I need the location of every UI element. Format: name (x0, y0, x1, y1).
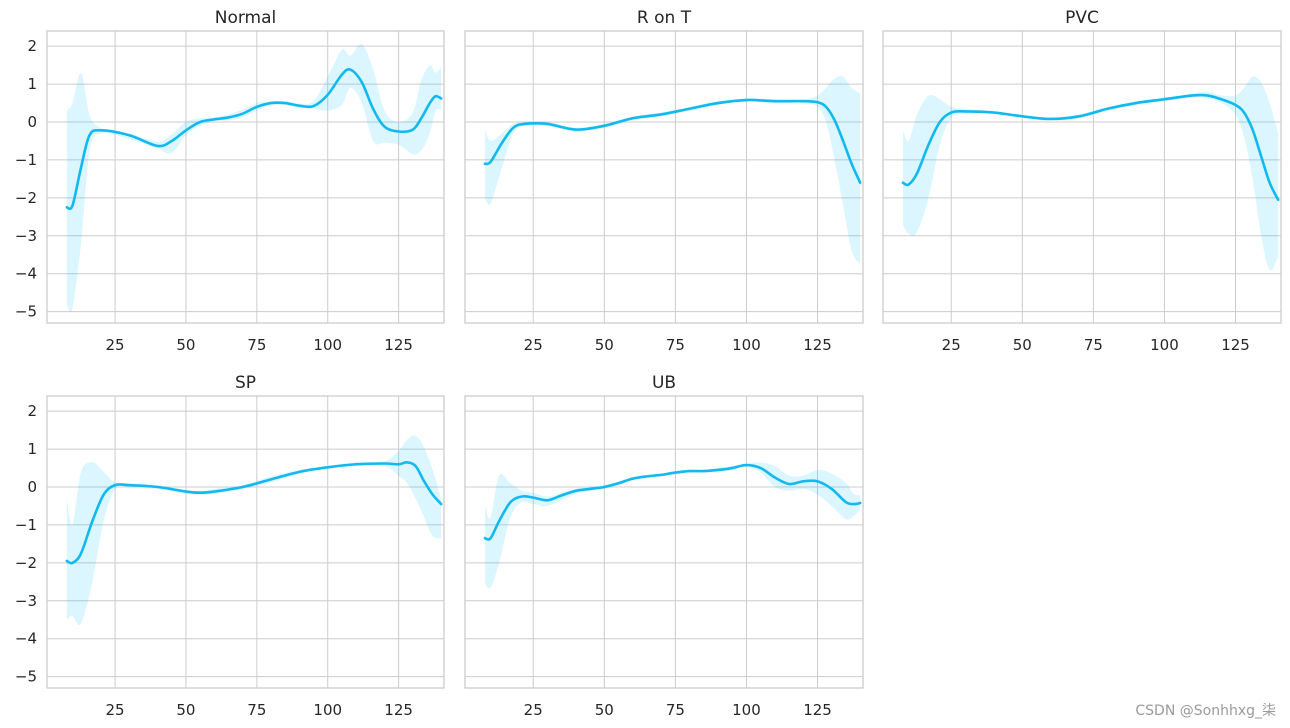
x-tick-label: 100 (313, 336, 342, 354)
y-tick-label: −5 (15, 303, 37, 321)
y-tick-label: −3 (15, 592, 37, 610)
x-tick-label: 125 (384, 336, 413, 354)
y-tick-label: −2 (15, 554, 37, 572)
x-tick-label: 75 (1084, 336, 1103, 354)
panel-sp: SP 25 50 75 100 125 2 1 0 −1 −2 −3 −4 −5 (15, 373, 445, 719)
y-tick-label: 0 (27, 478, 37, 496)
x-tick-label: 100 (313, 701, 342, 719)
plot-frame (464, 395, 864, 689)
plot-frame (464, 30, 864, 324)
panel-title: SP (235, 373, 256, 393)
y-tick-label: 1 (27, 75, 37, 93)
mean-line (65, 68, 443, 211)
panel-title: PVC (1065, 8, 1099, 28)
x-tick-label: 100 (732, 701, 761, 719)
x-tick-label: 25 (106, 336, 125, 354)
confidence-band (484, 462, 861, 589)
x-tick-label: 25 (524, 336, 543, 354)
watermark: CSDN @Sonhhxg_柒 (1135, 703, 1276, 719)
x-tick-label: 50 (595, 701, 614, 719)
panel-normal: Normal 25 50 75 100 125 2 1 0 −1 −2 −3 −4 −5 (15, 8, 445, 354)
x-tick-label: 25 (524, 701, 543, 719)
x-tick-label: 50 (595, 336, 614, 354)
x-tick-label: 125 (384, 701, 413, 719)
x-tick-label: 125 (803, 336, 832, 354)
panel-title: R on T (637, 8, 692, 28)
y-tick-label: −4 (15, 265, 37, 283)
x-tick-label: 100 (1150, 336, 1179, 354)
confidence-band (902, 76, 1279, 271)
x-tick-label: 25 (106, 701, 125, 719)
x-tick-label: 50 (176, 701, 195, 719)
mean-line (483, 463, 862, 541)
x-tick-label: 125 (803, 701, 832, 719)
mean-line (65, 461, 443, 565)
y-tick-label: 2 (27, 37, 37, 55)
plot-frame (46, 30, 445, 324)
y-tick-label: 1 (27, 440, 37, 458)
panel-r-on-t: R on T 25 50 75 100 125 (464, 8, 864, 354)
y-tick-label: −5 (15, 668, 37, 686)
y-tick-label: −1 (15, 516, 37, 534)
plot-frame (46, 395, 445, 689)
x-tick-label: 100 (732, 336, 761, 354)
panel-title: Normal (215, 8, 277, 28)
x-tick-label: 75 (247, 701, 266, 719)
y-tick-label: −4 (15, 630, 37, 648)
x-tick-label: 25 (942, 336, 961, 354)
plot-frame (882, 30, 1282, 324)
x-tick-label: 50 (1013, 336, 1032, 354)
x-tick-label: 50 (176, 336, 195, 354)
x-tick-label: 75 (666, 336, 685, 354)
panel-pvc: PVC 25 50 75 100 125 (882, 8, 1282, 354)
y-tick-label: −3 (15, 227, 37, 245)
y-tick-label: −1 (15, 151, 37, 169)
y-tick-label: 2 (27, 402, 37, 420)
panel-ub: UB 25 50 75 100 125 (464, 373, 864, 719)
x-tick-label: 125 (1221, 336, 1250, 354)
x-tick-label: 75 (247, 336, 266, 354)
panel-title: UB (652, 373, 676, 393)
confidence-band (66, 435, 442, 625)
y-tick-label: −2 (15, 189, 37, 207)
mean-line (901, 93, 1280, 202)
x-tick-label: 75 (666, 701, 685, 719)
y-tick-label: 0 (27, 113, 37, 131)
mean-line (483, 98, 862, 184)
